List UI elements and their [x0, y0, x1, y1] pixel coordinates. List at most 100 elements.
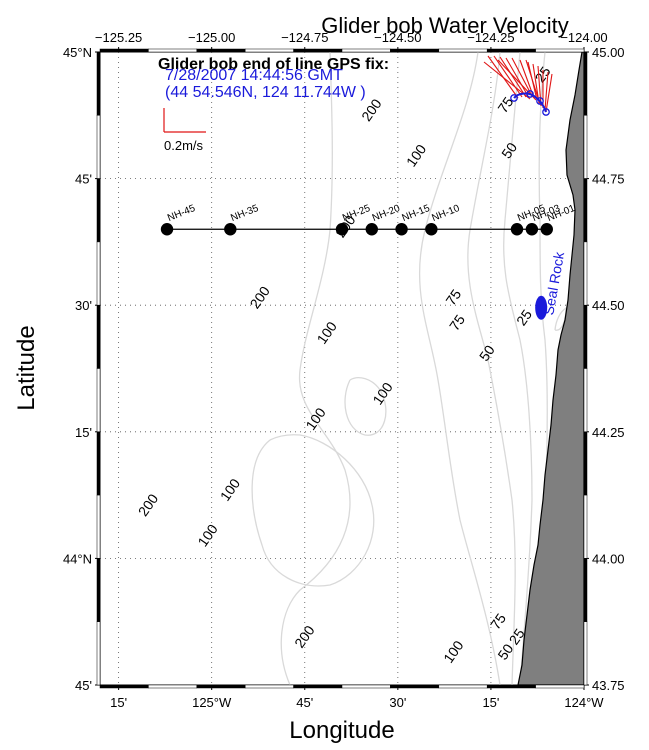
frame-bar-left	[96, 368, 101, 433]
frame-bar-right	[583, 431, 588, 496]
frame-bar-top	[486, 48, 536, 53]
station-marker	[540, 223, 553, 236]
scale-label: 0.2m/s	[164, 138, 204, 153]
frame-bar-bottom	[390, 684, 440, 689]
frame-bar-right	[583, 115, 588, 179]
top-tick-label: −124.00	[560, 30, 607, 45]
frame-bar-bottom	[438, 684, 488, 689]
left-tick-label: 45'	[75, 678, 92, 693]
track-point	[542, 108, 550, 116]
frame-bar-left	[96, 494, 101, 559]
velocity-vector	[545, 73, 553, 113]
frame-bar-top	[148, 48, 198, 53]
frame-bar-top	[196, 48, 246, 53]
track-point	[526, 90, 534, 98]
bottom-tick-label: 30'	[389, 695, 406, 710]
velocity-vector	[511, 57, 533, 97]
frame-bar-bottom	[535, 684, 585, 689]
gps-fix-title: Glider bob end of line GPS fix:	[158, 56, 389, 73]
velocity-vector	[537, 65, 542, 107]
frame-bar-bottom	[486, 684, 536, 689]
frame-bar-right	[583, 621, 588, 686]
right-tick-label: 44.75	[592, 172, 625, 187]
right-tick-label: 45.00	[592, 45, 625, 60]
axis-ticks: 15' 125°W 45' 30' 15' 124°W −125.25 −125.00 −124…	[63, 30, 625, 710]
top-tick-label: −124.50	[374, 30, 421, 45]
velocity-vector	[493, 55, 523, 98]
frame-bar-right	[583, 241, 588, 306]
depth-contour	[251, 434, 375, 587]
frame-bar-top	[535, 48, 585, 53]
left-tick-label: 30'	[75, 298, 92, 313]
station-marker	[525, 223, 539, 236]
depth-contour	[503, 52, 533, 685]
station-marker	[395, 223, 408, 236]
bottom-tick-label: 125°W	[192, 695, 232, 710]
station-marker	[160, 223, 174, 236]
frame-bar-bottom	[148, 684, 198, 689]
right-tick-label: 43.75	[592, 678, 625, 693]
bottom-tick-label: 124°W	[564, 695, 604, 710]
top-tick-label: −125.00	[188, 30, 235, 45]
depth-contour	[467, 52, 516, 685]
gps-fix-time: 7/28/2007 14:44:56 GMT	[165, 67, 343, 84]
bottom-tick-label: 15'	[482, 695, 499, 710]
frame-bar-right	[583, 558, 588, 622]
depth-contour	[344, 377, 387, 436]
right-tick-label: 44.25	[592, 425, 625, 440]
right-tick-label: 44.50	[592, 298, 625, 313]
gps-fix-position: (44 54.546N, 124 11.744W )	[165, 84, 366, 101]
station-marker	[510, 223, 524, 236]
left-tick-label: 45'	[75, 172, 92, 187]
frame-bar-bottom	[293, 684, 343, 689]
frame-bar-bottom	[341, 684, 391, 689]
frame-bar-left	[96, 115, 101, 179]
land-mass	[517, 52, 584, 685]
station-marker	[365, 223, 378, 236]
frame-bar-top	[341, 48, 391, 53]
station-marker	[224, 223, 237, 236]
velocity-vector	[499, 56, 527, 98]
frame-bar-bottom	[196, 684, 246, 689]
bottom-tick-label: 45'	[296, 695, 313, 710]
seal-rock-dot	[535, 295, 548, 320]
frame-bar-left	[96, 621, 101, 686]
velocity-scale: 0.2m/s	[163, 108, 206, 153]
frame-bar-right	[583, 494, 588, 559]
depth-contour	[280, 52, 351, 685]
top-tick-label: −124.75	[281, 30, 328, 45]
glider-track	[510, 90, 550, 116]
frame-bar-left	[96, 431, 101, 496]
figure-title: Glider bob Water Velocity	[321, 13, 568, 38]
velocity-vector	[525, 59, 541, 105]
y-axis-title: Latitude	[13, 325, 40, 410]
frame-bar-top	[390, 48, 440, 53]
velocity-vector	[544, 71, 549, 111]
frame-bar-bottom	[99, 684, 149, 689]
depth-contour	[554, 306, 567, 331]
frame-bar-left	[96, 241, 101, 306]
frame-bar-top	[244, 48, 294, 53]
frame-bar-left	[96, 558, 101, 622]
depth-contour	[418, 52, 501, 685]
frame-bar-top	[99, 48, 149, 53]
top-tick-label: −124.25	[467, 30, 514, 45]
track-point	[536, 97, 544, 105]
frame-bar-top	[293, 48, 343, 53]
left-tick-label: 45°N	[63, 45, 92, 60]
frame-bar-left	[96, 304, 101, 369]
top-tick-label: −125.25	[95, 30, 142, 45]
frame-bar-right	[583, 51, 588, 116]
frame-bar-right	[583, 304, 588, 369]
frame-bar-right	[583, 178, 588, 243]
x-axis-title: Longitude	[289, 717, 394, 744]
frame-bar-left	[96, 51, 101, 116]
bottom-tick-label: 15'	[110, 695, 127, 710]
frame-bar-left	[96, 178, 101, 243]
graticule	[100, 52, 584, 685]
frame-bar-bottom	[244, 684, 294, 689]
track-line	[513, 92, 547, 113]
frame-bar-right	[583, 368, 588, 433]
left-tick-label: 15'	[75, 425, 92, 440]
